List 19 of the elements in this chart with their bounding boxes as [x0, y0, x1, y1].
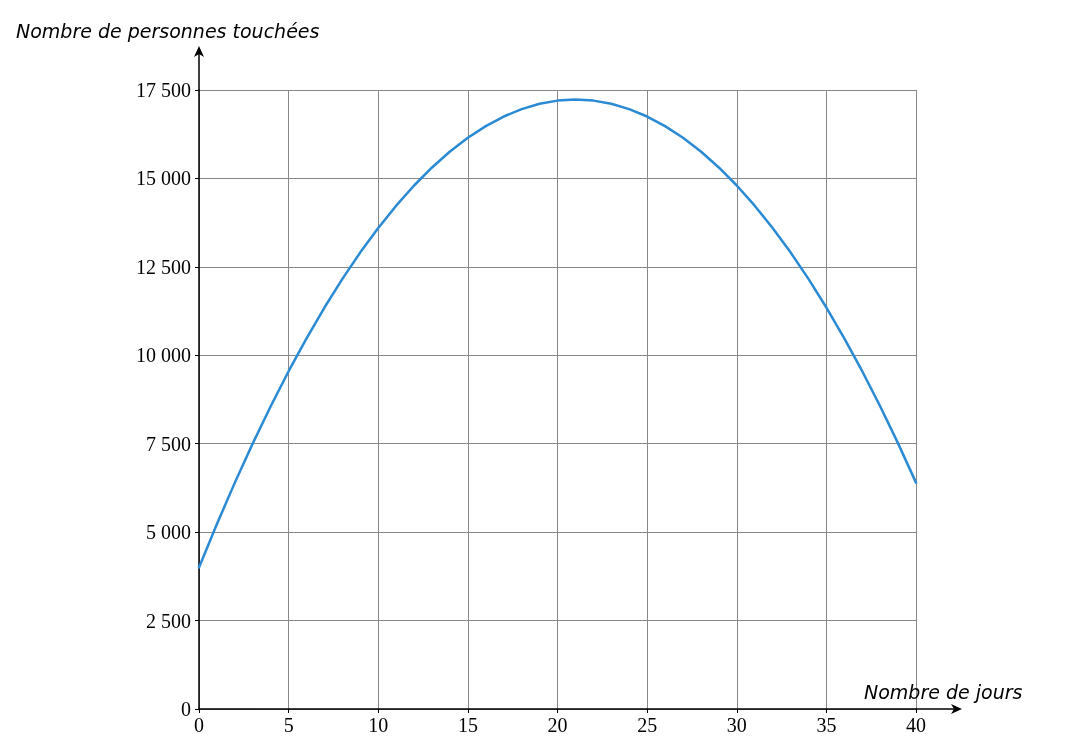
y-tick-label: 15 000: [136, 167, 191, 190]
x-tick-label: 10: [368, 714, 389, 736]
x-tick-label: 20: [547, 714, 568, 736]
y-tick-label: 7 500: [146, 432, 191, 455]
x-tick-label: 30: [726, 714, 747, 736]
y-axis-title: Nombre de personnes touchées: [16, 19, 320, 42]
y-tick-label: 0: [181, 698, 191, 720]
y-tick-label: 2 500: [146, 609, 191, 632]
y-tick-label: 10 000: [136, 344, 191, 367]
y-tick-label: 5 000: [146, 521, 191, 544]
line-series: [197, 98, 918, 569]
x-tick-label: 5: [283, 714, 294, 736]
x-tick-label: 35: [816, 714, 837, 736]
y-tick-label: 17 500: [136, 79, 191, 101]
x-tick-label: 40: [906, 714, 926, 736]
y-tick-label: 12 500: [136, 255, 191, 278]
x-tick-label: 25: [637, 714, 658, 736]
x-tick-label: 15: [457, 714, 478, 736]
x-axis-title: Nombre de jours: [864, 680, 1023, 703]
